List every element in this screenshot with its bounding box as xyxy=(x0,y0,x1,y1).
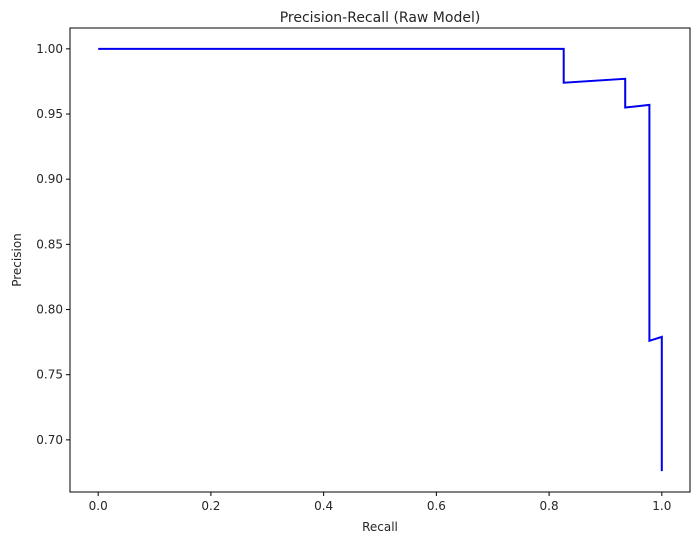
x-axis: 0.0 0.2 0.4 0.6 0.8 1.0 xyxy=(89,492,671,513)
plot-area xyxy=(69,27,691,493)
y-tick-label: 1.00 xyxy=(36,42,63,56)
x-tick-label: 0.8 xyxy=(540,499,559,513)
y-tick-label: 0.85 xyxy=(36,237,63,251)
y-tick-label: 0.90 xyxy=(36,172,63,186)
x-tick-label: 1.0 xyxy=(652,499,671,513)
x-tick-label: 0.0 xyxy=(89,499,108,513)
y-tick-label: 0.70 xyxy=(36,433,63,447)
y-axis: 0.70 0.75 0.80 0.85 0.90 0.95 1.00 xyxy=(36,42,70,447)
series-layer xyxy=(98,47,663,472)
chart-title: Precision-Recall (Raw Model) xyxy=(280,10,481,26)
y-tick-label: 0.95 xyxy=(36,107,63,121)
x-tick-label: 0.6 xyxy=(427,499,446,513)
x-axis-label: Recall xyxy=(362,520,398,534)
pr-curve-line xyxy=(98,47,663,472)
x-tick-label: 0.4 xyxy=(314,499,333,513)
x-tick-label: 0.2 xyxy=(201,499,220,513)
y-tick-label: 0.75 xyxy=(36,368,63,382)
y-axis-label: Precision xyxy=(10,233,24,287)
y-tick-label: 0.80 xyxy=(36,303,63,317)
